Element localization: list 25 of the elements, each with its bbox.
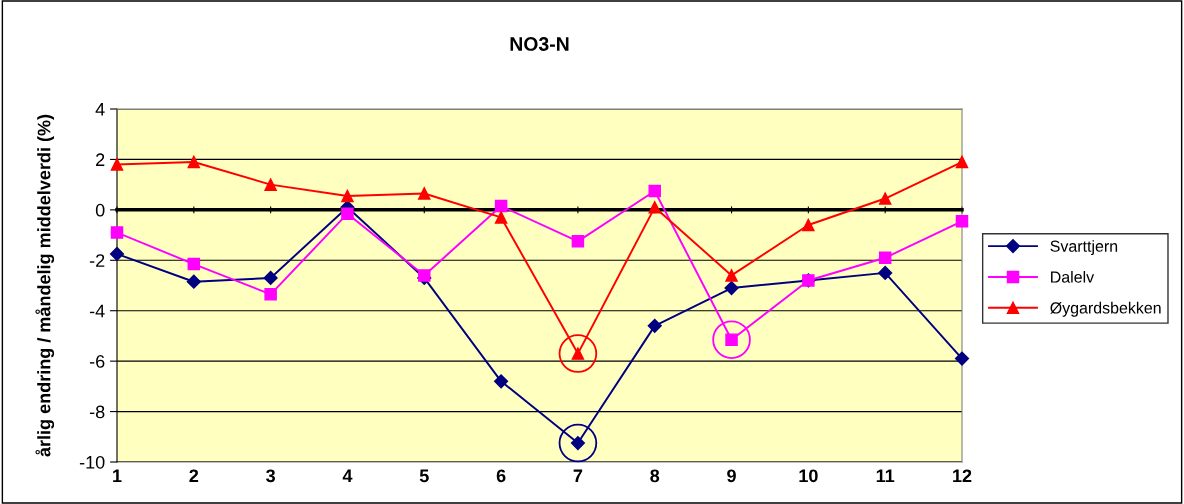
legend-label: Svarttjern <box>1050 240 1118 256</box>
x-tick-label: 10 <box>799 469 818 483</box>
x-tick-label: 2 <box>189 469 199 483</box>
x-tick-label: 3 <box>266 469 275 483</box>
y-tick-label: -8 <box>89 405 105 419</box>
y-tick-label: -10 <box>79 455 105 469</box>
legend-label: Øygardsbekken <box>1050 301 1161 317</box>
y-tick-label: 4 <box>95 103 105 116</box>
y-axis-title: årlig endring / måndelig middelverdi (%) <box>35 114 55 457</box>
x-tick-label: 8 <box>650 469 660 483</box>
y-tick-label: -2 <box>89 254 105 267</box>
y-tick-label: -6 <box>89 355 105 368</box>
y-tick-label: 2 <box>96 153 105 166</box>
x-tick-label: 12 <box>953 469 972 483</box>
x-tick-label: 6 <box>496 469 506 483</box>
legend-label: Dalelv <box>1051 271 1095 283</box>
x-tick-label: 5 <box>419 469 429 483</box>
chart-title: NO3-N <box>510 37 569 51</box>
y-tick-label: -4 <box>89 304 105 318</box>
x-tick-label: 9 <box>727 469 736 483</box>
y-tick-label: 0 <box>95 203 105 217</box>
x-tick-label: 1 <box>113 469 122 483</box>
x-tick-label: 7 <box>573 469 583 483</box>
x-tick-label: 4 <box>342 469 353 483</box>
x-tick-label: 11 <box>876 469 895 483</box>
